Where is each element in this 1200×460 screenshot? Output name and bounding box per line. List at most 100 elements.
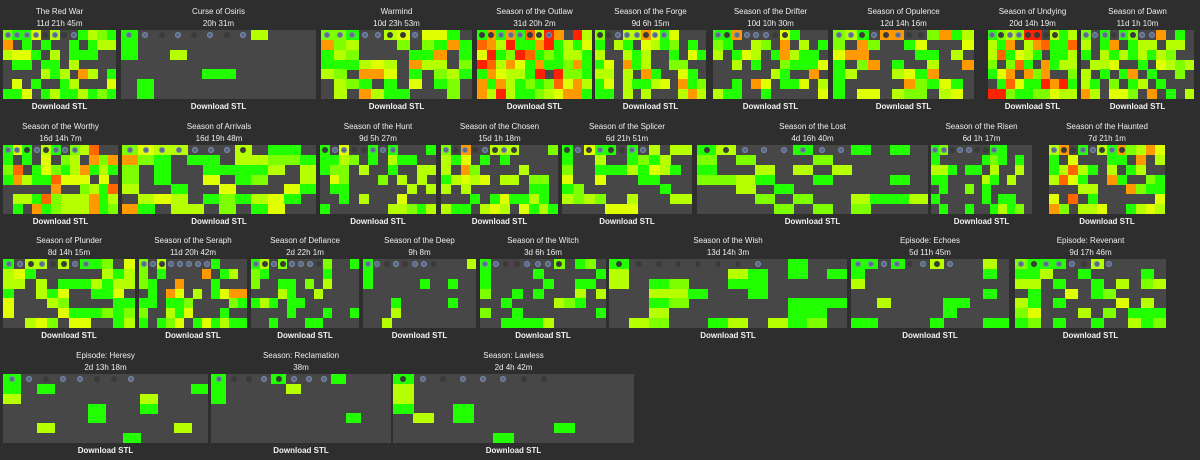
heatmap-cell	[964, 184, 974, 195]
heatmap-cell	[622, 69, 633, 80]
download-stl-button[interactable]: Download STL	[1109, 102, 1166, 111]
download-stl-button[interactable]: Download STL	[1004, 102, 1061, 111]
heatmap-cell	[496, 89, 507, 99]
heatmap-cell	[60, 194, 71, 205]
season-title: Episode: Heresy	[76, 351, 135, 360]
activity-emblem-icon	[932, 147, 939, 153]
activity-emblem-icon	[1043, 261, 1050, 267]
heatmap-cell	[1155, 174, 1165, 185]
download-stl-button[interactable]: Download STL	[953, 217, 1010, 226]
heatmap-cell	[1006, 194, 1016, 205]
heatmap-cell	[450, 204, 461, 214]
heatmap-cell	[572, 30, 583, 40]
heatmap-cell	[1118, 69, 1129, 80]
heatmap-cell	[193, 288, 202, 299]
download-stl-button[interactable]: Download STL	[77, 446, 134, 455]
heatmap-cell	[79, 164, 90, 175]
heatmap-cell	[139, 318, 148, 328]
download-stl-button[interactable]: Download STL	[485, 446, 542, 455]
download-stl-button[interactable]: Download STL	[273, 446, 329, 455]
download-stl-button[interactable]: Download STL	[902, 331, 958, 340]
heatmap-cell	[1078, 204, 1088, 214]
heatmap-cell	[751, 79, 762, 90]
heatmap-cell	[582, 30, 592, 40]
download-stl-button[interactable]: Download STL	[622, 102, 679, 111]
heatmap-cell	[1059, 49, 1069, 60]
heatmap-cell	[787, 259, 808, 269]
heatmap-cell	[477, 89, 487, 99]
download-stl-button[interactable]: Download STL	[165, 331, 221, 340]
activity-emblem-icon	[239, 32, 246, 38]
heatmap-cell	[60, 174, 71, 185]
download-stl-button[interactable]: Download STL	[506, 102, 563, 111]
heatmap-cell	[505, 89, 516, 99]
heatmap-cell	[98, 154, 109, 165]
heatmap-cell	[650, 79, 661, 90]
heatmap-cell	[659, 164, 671, 175]
activity-emblem-icon	[167, 261, 174, 267]
download-stl-button[interactable]: Download STL	[1062, 331, 1119, 340]
heatmap-cell	[3, 49, 13, 60]
heatmap-cell	[553, 59, 564, 70]
activity-emblem-icon	[4, 147, 11, 153]
download-stl-button[interactable]: Download STL	[742, 102, 799, 111]
download-stl-button[interactable]: Download STL	[700, 331, 756, 340]
heatmap-cell	[505, 69, 516, 80]
download-stl-button[interactable]: Download STL	[1079, 217, 1135, 226]
heatmap-cell	[138, 154, 156, 165]
download-stl-button[interactable]: Download STL	[41, 331, 97, 340]
heatmap-cell	[41, 194, 52, 205]
heatmap-cell	[519, 164, 529, 175]
heatmap-cell	[868, 39, 881, 50]
activity-emblem-icon	[640, 147, 647, 153]
download-stl-button[interactable]: Download STL	[190, 102, 247, 111]
download-stl-button[interactable]: Download STL	[515, 331, 571, 340]
heatmap-cell	[604, 69, 615, 80]
season-title: Season of the Splicer	[588, 122, 666, 131]
download-stl-button[interactable]: Download STL	[191, 217, 247, 226]
heatmap-cell	[868, 89, 881, 99]
download-stl-button[interactable]: Download STL	[350, 217, 406, 226]
heatmap-cell	[1032, 89, 1042, 99]
download-stl-button[interactable]: Download STL	[32, 217, 89, 226]
heatmap-cell	[988, 69, 997, 80]
heatmap-cell	[267, 164, 285, 175]
heatmap-cell	[681, 145, 692, 155]
download-stl-button[interactable]: Download STL	[599, 217, 655, 226]
heatmap-cell	[387, 204, 398, 214]
activity-emblem-icon	[605, 32, 612, 38]
heatmap-cell	[1068, 30, 1077, 40]
activity-emblem-icon	[946, 261, 953, 267]
download-stl-button[interactable]: Download STL	[277, 331, 333, 340]
heatmap-cell	[891, 69, 904, 80]
heatmap-cell	[534, 69, 545, 80]
heatmap-cell	[996, 69, 1006, 80]
activity-emblem-icon	[23, 32, 30, 38]
heatmap-cell	[1027, 268, 1041, 279]
heatmap-cell	[678, 59, 689, 70]
activity-emblem-icon	[555, 261, 562, 267]
season-card: Season of the Witch 3d 6h 16m Download STL	[480, 236, 606, 340]
heatmap-cell	[91, 278, 102, 289]
activity-emblem-icon	[867, 261, 874, 267]
download-stl-button[interactable]: Download STL	[471, 217, 528, 226]
heatmap-cell	[851, 204, 871, 214]
download-stl-button[interactable]: Download STL	[368, 102, 425, 111]
heatmap-cell	[407, 184, 417, 195]
download-stl-button[interactable]: Download STL	[391, 331, 448, 340]
heatmap-cell	[339, 164, 350, 175]
heatmap-cell	[524, 39, 535, 50]
heatmap-cell	[40, 39, 51, 50]
heatmap-cell	[446, 69, 460, 80]
heatmap-cell	[996, 49, 1006, 60]
download-stl-button[interactable]: Download STL	[31, 102, 88, 111]
activity-emblem-icon	[500, 376, 507, 382]
heatmap-cell	[50, 59, 61, 70]
heatmap-cell	[211, 383, 226, 394]
heatmap-cell	[538, 204, 549, 214]
heatmap-cell	[943, 308, 958, 319]
download-stl-button[interactable]: Download STL	[784, 217, 841, 226]
download-stl-button[interactable]: Download STL	[875, 102, 932, 111]
heatmap-cell	[595, 69, 605, 80]
heatmap-cell	[760, 89, 771, 99]
